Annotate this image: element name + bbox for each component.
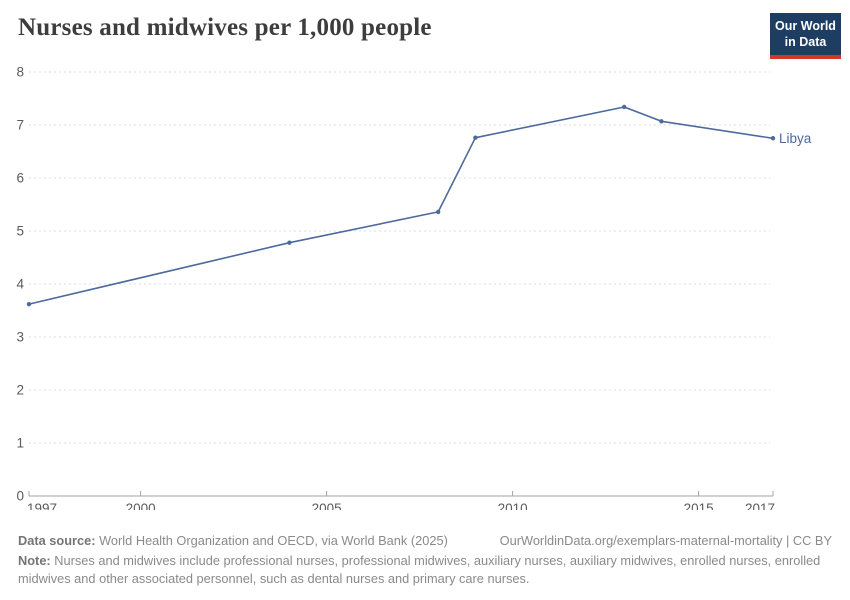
note-label: Note: bbox=[18, 553, 51, 569]
chart-footer: Data source: World Health Organization a… bbox=[18, 532, 832, 588]
owid-logo-line1: Our World bbox=[775, 19, 836, 33]
series-line-libya bbox=[28, 106, 774, 305]
data-source: Data source: World Health Organization a… bbox=[18, 532, 448, 550]
x-tick-label-2000: 2000 bbox=[126, 501, 156, 510]
owid-logo-line2: in Data bbox=[784, 34, 827, 49]
y-tick-label-2: 2 bbox=[16, 383, 24, 398]
x-tick-label-2005: 2005 bbox=[312, 501, 342, 510]
y-tick-label-5: 5 bbox=[16, 224, 24, 239]
y-tick-label-8: 8 bbox=[16, 65, 24, 80]
data-source-label: Data source: bbox=[18, 533, 96, 548]
x-tick-label-2017: 2017 bbox=[745, 501, 775, 510]
data-point-libya-2004 bbox=[287, 240, 292, 245]
owid-logo: Our World in Data bbox=[770, 13, 841, 60]
y-tick-label-4: 4 bbox=[16, 277, 24, 292]
y-tick-label-7: 7 bbox=[16, 118, 24, 133]
line-chart: 0 1 2 3 4 5 6 7 8 1997 2000 2005 2010 2015 2017 Libya bbox=[16, 65, 812, 511]
y-tick-label-3: 3 bbox=[16, 330, 24, 345]
data-point-libya-2008 bbox=[436, 209, 441, 215]
chart-note: Note: Nurses and midwives include profes… bbox=[18, 552, 832, 588]
data-point-libya-2014 bbox=[659, 119, 664, 124]
y-tick-label-0: 0 bbox=[16, 489, 24, 504]
y-tick-label-6: 6 bbox=[16, 171, 24, 186]
credit-line: OurWorldinData.org/exemplars-maternal-mo… bbox=[499, 533, 832, 548]
data-point-libya-2013 bbox=[622, 104, 627, 110]
data-point-libya-1997 bbox=[26, 301, 32, 307]
chart-title: Nurses and midwives per 1,000 people bbox=[18, 14, 432, 41]
y-tick-label-1: 1 bbox=[16, 436, 24, 451]
x-tick-label-1997: 1997 bbox=[27, 501, 57, 510]
x-tick-label-2015: 2015 bbox=[684, 501, 714, 510]
data-source-text: World Health Organization and OECD, via … bbox=[95, 533, 448, 548]
series-end-label-libya: Libya bbox=[779, 131, 812, 146]
x-tick-label-2010: 2010 bbox=[498, 501, 528, 510]
data-point-libya-2017 bbox=[770, 136, 776, 141]
note-text: Nurses and midwives include professional… bbox=[18, 553, 821, 587]
data-point-libya-2009 bbox=[473, 135, 478, 140]
